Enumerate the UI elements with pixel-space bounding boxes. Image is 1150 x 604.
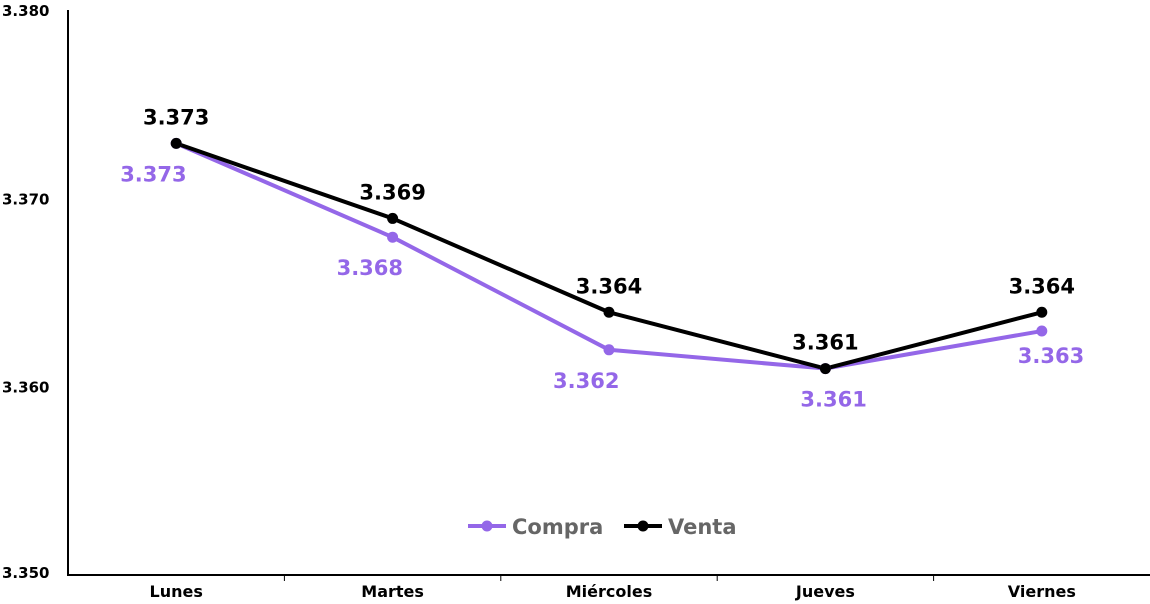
y-tick-label: 3.380 <box>2 2 49 20</box>
data-labels: 3.373 3.368 3.362 3.361 3.363 3.373 3.369 3.364… <box>120 105 1084 411</box>
x-tick-label: Viernes <box>1008 582 1076 601</box>
data-point-venta <box>1036 306 1048 318</box>
y-tick-label: 3.370 <box>2 191 49 209</box>
x-tick-label: Martes <box>361 582 424 601</box>
data-point-venta <box>819 363 831 375</box>
data-point-venta <box>387 212 399 224</box>
legend-swatch-marker <box>637 520 649 532</box>
y-tick-label: 3.360 <box>2 378 49 396</box>
data-point-compra <box>1036 325 1048 337</box>
chart-legend: Compra Venta <box>468 515 737 539</box>
data-point-compra <box>387 231 399 243</box>
legend-label: Compra <box>512 515 603 539</box>
y-tick-labels: 3.350 3.360 3.370 3.380 <box>2 2 49 582</box>
data-point-compra <box>603 344 615 356</box>
data-label-venta: 3.361 <box>792 331 858 355</box>
data-point-venta <box>603 306 615 318</box>
series-lines <box>174 141 1044 371</box>
x-tick-label: Jueves <box>795 582 855 601</box>
x-axis-ticks <box>283 575 935 581</box>
data-label-compra: 3.363 <box>1018 344 1084 368</box>
x-tick-label: Lunes <box>150 582 203 601</box>
data-label-venta: 3.364 <box>1009 274 1075 298</box>
y-tick-label: 3.350 <box>2 564 49 582</box>
chart-axes <box>67 10 1150 576</box>
data-label-compra: 3.362 <box>553 369 619 393</box>
x-tick-label: Miércoles <box>566 582 652 601</box>
data-label-venta: 3.364 <box>576 274 642 298</box>
legend-item-compra: Compra <box>468 515 603 539</box>
x-tick-labels: Lunes Martes Miércoles Jueves Viernes <box>150 582 1076 601</box>
data-label-compra: 3.361 <box>800 388 866 412</box>
series-line-venta <box>174 141 1044 371</box>
series-line-compra <box>174 141 1044 371</box>
data-label-compra: 3.373 <box>120 162 186 186</box>
data-label-venta: 3.369 <box>359 180 425 204</box>
data-label-venta: 3.373 <box>143 105 209 129</box>
legend-label: Venta <box>668 515 737 539</box>
series-points <box>170 137 1048 375</box>
data-label-compra: 3.368 <box>337 256 403 280</box>
legend-item-venta: Venta <box>624 515 737 539</box>
legend-swatch-marker <box>481 520 493 532</box>
data-point-venta <box>170 137 182 149</box>
